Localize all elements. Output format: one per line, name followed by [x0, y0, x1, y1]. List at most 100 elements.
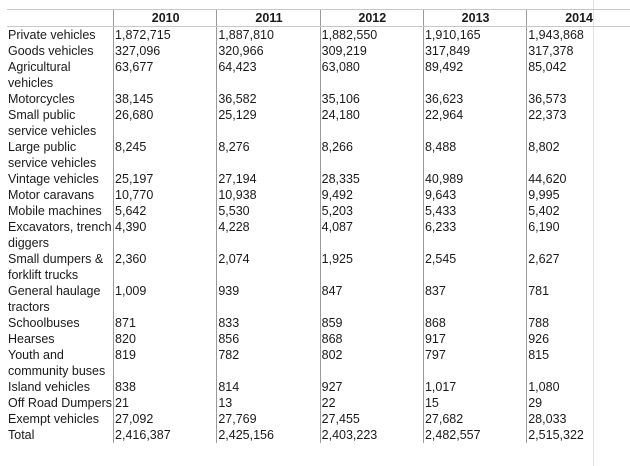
table-body: Private vehicles 1,872,715 1,887,810 1,882,…	[7, 26, 630, 443]
table-row: Private vehicles 1,872,715 1,887,810 1,882,…	[7, 26, 630, 43]
row-label: Motorcycles	[8, 92, 75, 106]
cell-value: 802	[319, 347, 424, 379]
cell-value: 2,360	[113, 251, 217, 283]
row-label: Hearses	[8, 332, 55, 346]
cell-value: 36,623	[422, 91, 527, 107]
table-row: Excavators, trench diggers 4,390 4,228 4,08…	[7, 219, 630, 251]
cell-value: 868	[422, 315, 527, 331]
row-label: Schoolbuses	[8, 316, 80, 330]
cell-value: 27,455	[319, 411, 424, 427]
cell-value: 2,482,557	[422, 427, 527, 443]
row-label: Youth and community buses	[8, 348, 106, 378]
cell-value: 917	[422, 331, 527, 347]
cell-value: 13	[216, 395, 321, 411]
cell-value: 2,416,387	[113, 427, 217, 443]
cell-value: 89,492	[422, 59, 527, 91]
cell-value: 38,145	[113, 91, 217, 107]
cell-value: 317,849	[422, 43, 527, 59]
table-row: Motorcycles 38,145 36,582 35,106 36,623 36,57…	[7, 91, 630, 107]
cell-value: 939	[216, 283, 321, 315]
cell-value: 4,087	[319, 219, 424, 251]
cell-value: 9,643	[422, 187, 527, 203]
row-label: General haulage tractors	[8, 284, 101, 314]
table-row: Off Road Dumpers 21 13 22 15 29	[7, 395, 630, 411]
cell-value: 10,938	[216, 187, 321, 203]
cell-value: 8,276	[216, 139, 321, 171]
cell-value: 36,573	[526, 91, 630, 107]
cell-value: 8,488	[422, 139, 527, 171]
cell-value: 5,402	[526, 203, 630, 219]
cell-value: 1,943,868	[526, 26, 630, 43]
cell-value: 8,266	[319, 139, 424, 171]
cell-value: 856	[216, 331, 321, 347]
cell-value: 2,074	[216, 251, 321, 283]
table-row: Youth and community buses 819 782 802 797 815	[7, 347, 630, 379]
header-2012: 2012	[319, 9, 424, 27]
cell-value: 1,872,715	[113, 26, 217, 43]
cell-value: 1,925	[319, 251, 424, 283]
cell-value: 782	[216, 347, 321, 379]
cell-value: 22	[319, 395, 424, 411]
cell-value: 871	[113, 315, 217, 331]
row-label: Small public service vehicles	[8, 108, 97, 138]
row-label: Small dumpers & forklift trucks	[8, 252, 104, 282]
table-row: Small public service vehicles 26,680 25,12…	[7, 107, 630, 139]
cell-value: 838	[113, 379, 217, 395]
row-label: Agricultural vehicles	[8, 60, 71, 90]
cell-value: 63,080	[319, 59, 424, 91]
header-row: 2010 2011 2012 2013 2014	[7, 9, 630, 27]
row-label: Motor caravans	[8, 188, 95, 202]
cell-value: 1,887,810	[216, 26, 321, 43]
cell-value: 26,680	[113, 107, 217, 139]
table-row: Island vehicles 838 814 927 1,017 1,080	[7, 379, 630, 395]
table-row: Mobile machines 5,642 5,530 5,203 5,433 5,402	[7, 203, 630, 219]
row-label: Large public service vehicles	[8, 140, 97, 170]
table-row: Total 2,416,387 2,425,156 2,403,223 2,482,55…	[7, 427, 630, 443]
cell-value: 5,530	[216, 203, 321, 219]
cell-value: 9,492	[319, 187, 424, 203]
cell-value: 833	[216, 315, 321, 331]
cell-value: 847	[319, 283, 424, 315]
cell-value: 868	[319, 331, 424, 347]
cell-value: 5,203	[319, 203, 424, 219]
cell-value: 2,545	[422, 251, 527, 283]
row-label: Off Road Dumpers	[8, 396, 112, 410]
cell-value: 22,964	[422, 107, 527, 139]
vehicle-licensing-table: 2010 2011 2012 2013 2014 Private vehicle…	[7, 9, 630, 443]
cell-value: 36,582	[216, 91, 321, 107]
cell-value: 64,423	[216, 59, 321, 91]
cell-value: 6,190	[526, 219, 630, 251]
row-label: Total	[8, 428, 35, 442]
cell-value: 40,989	[422, 171, 527, 187]
header-blank	[7, 9, 114, 27]
header-2013: 2013	[422, 9, 527, 27]
cell-value: 927	[319, 379, 424, 395]
cell-value: 2,627	[526, 251, 630, 283]
cell-value: 788	[526, 315, 630, 331]
header-2011: 2011	[216, 9, 321, 27]
cell-value: 820	[113, 331, 217, 347]
cell-value: 9,995	[526, 187, 630, 203]
cell-value: 24,180	[319, 107, 424, 139]
cell-value: 10,770	[113, 187, 217, 203]
cell-value: 6,233	[422, 219, 527, 251]
row-label: Island vehicles	[8, 380, 90, 394]
cell-value: 926	[526, 331, 630, 347]
vehicle-table-container: 2010 2011 2012 2013 2014 Private vehicle…	[7, 9, 630, 443]
cell-value: 1,882,550	[319, 26, 424, 43]
cell-value: 8,245	[113, 139, 217, 171]
cell-value: 27,682	[422, 411, 527, 427]
cell-value: 25,197	[113, 171, 217, 187]
table-row: Small dumpers & forklift trucks 2,360 2,07…	[7, 251, 630, 283]
table-row: Agricultural vehicles 63,677 64,423 63,080 8…	[7, 59, 630, 91]
cell-value: 22,373	[526, 107, 630, 139]
cell-value: 21	[113, 395, 217, 411]
cell-value: 797	[422, 347, 527, 379]
cell-value: 25,129	[216, 107, 321, 139]
cell-value: 28,033	[526, 411, 630, 427]
row-label: Mobile machines	[8, 204, 102, 218]
cell-value: 4,390	[113, 219, 217, 251]
row-label: Goods vehicles	[8, 44, 94, 58]
row-label: Exempt vehicles	[8, 412, 100, 426]
cell-value: 4,228	[216, 219, 321, 251]
